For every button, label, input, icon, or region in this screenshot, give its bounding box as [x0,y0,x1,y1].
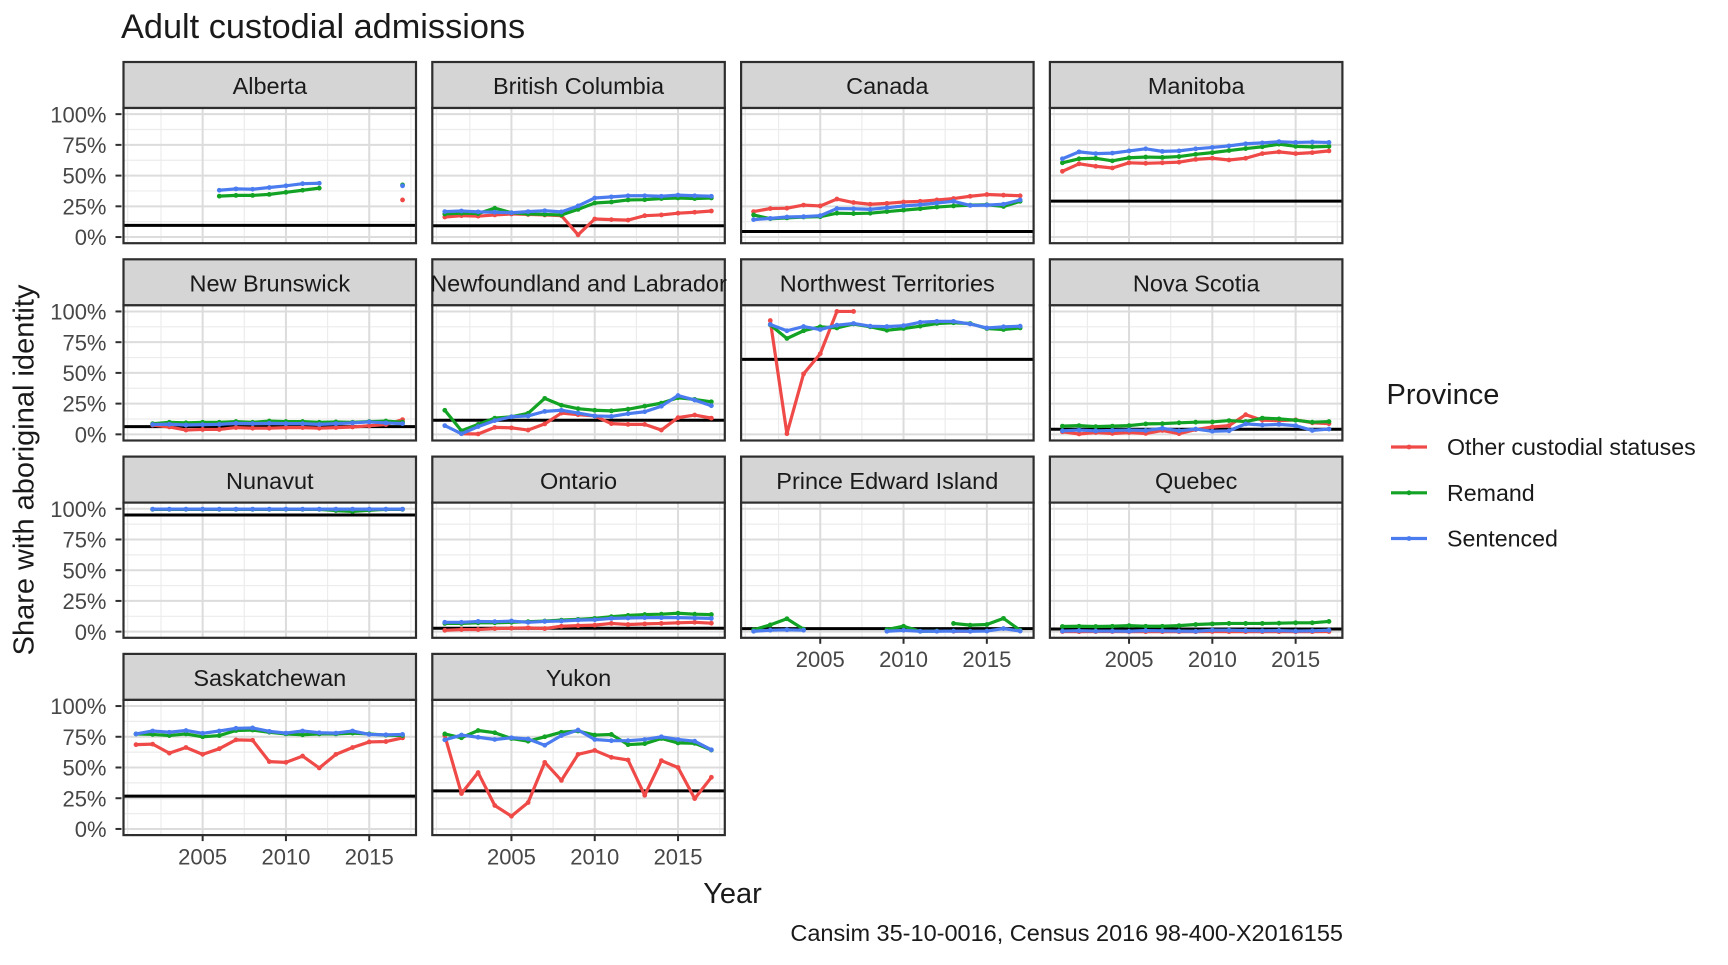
svg-text:Other custodial statuses: Other custodial statuses [1447,434,1696,460]
svg-text:Saskatchewan: Saskatchewan [193,665,346,691]
svg-text:100%: 100% [50,694,106,719]
svg-text:Year: Year [703,878,762,910]
svg-text:25%: 25% [62,589,106,614]
svg-text:Nova Scotia: Nova Scotia [1133,271,1261,297]
svg-text:Yukon: Yukon [546,665,611,691]
svg-text:50%: 50% [62,558,106,583]
svg-text:Ontario: Ontario [540,468,617,494]
svg-text:2015: 2015 [962,647,1011,672]
svg-text:Alberta: Alberta [233,73,308,99]
svg-text:2015: 2015 [345,844,394,869]
svg-text:75%: 75% [62,133,106,158]
svg-text:2010: 2010 [261,844,310,869]
svg-text:2015: 2015 [654,844,703,869]
svg-text:2005: 2005 [1105,647,1154,672]
svg-text:50%: 50% [62,361,106,386]
svg-text:2010: 2010 [879,647,928,672]
svg-text:100%: 100% [50,497,106,522]
svg-text:25%: 25% [62,194,106,219]
svg-text:75%: 75% [62,528,106,553]
svg-text:0%: 0% [75,620,107,645]
svg-text:New Brunswick: New Brunswick [189,271,350,297]
svg-text:Manitoba: Manitoba [1148,73,1246,99]
svg-text:2015: 2015 [1271,647,1320,672]
svg-text:25%: 25% [62,786,106,811]
svg-text:75%: 75% [62,725,106,750]
svg-text:2005: 2005 [178,844,227,869]
svg-text:100%: 100% [50,102,106,127]
svg-text:50%: 50% [62,164,106,189]
svg-text:British Columbia: British Columbia [493,73,665,99]
svg-text:50%: 50% [62,756,106,781]
svg-text:0%: 0% [75,817,107,842]
svg-text:0%: 0% [75,422,107,447]
svg-text:2005: 2005 [487,844,536,869]
svg-text:Prince Edward Island: Prince Edward Island [776,468,998,494]
svg-text:25%: 25% [62,392,106,417]
svg-text:Remand: Remand [1447,480,1535,506]
svg-text:Northwest Territories: Northwest Territories [780,271,995,297]
svg-text:75%: 75% [62,330,106,355]
svg-text:2010: 2010 [570,844,619,869]
svg-text:2005: 2005 [796,647,845,672]
svg-text:2010: 2010 [1188,647,1237,672]
svg-text:Nunavut: Nunavut [226,468,314,494]
svg-text:Quebec: Quebec [1155,468,1238,494]
svg-text:Share with aboriginal identity: Share with aboriginal identity [9,284,41,655]
svg-text:Cansim 35-10-0016, Census 2016: Cansim 35-10-0016, Census 2016 98-400-X2… [790,920,1343,946]
svg-text:Adult custodial admissions: Adult custodial admissions [121,8,525,46]
svg-text:0%: 0% [75,225,107,250]
svg-text:Province: Province [1387,379,1500,411]
svg-text:Canada: Canada [846,73,929,99]
svg-text:100%: 100% [50,300,106,325]
svg-text:Newfoundland and Labrador: Newfoundland and Labrador [430,271,727,297]
svg-text:Sentenced: Sentenced [1447,526,1558,552]
